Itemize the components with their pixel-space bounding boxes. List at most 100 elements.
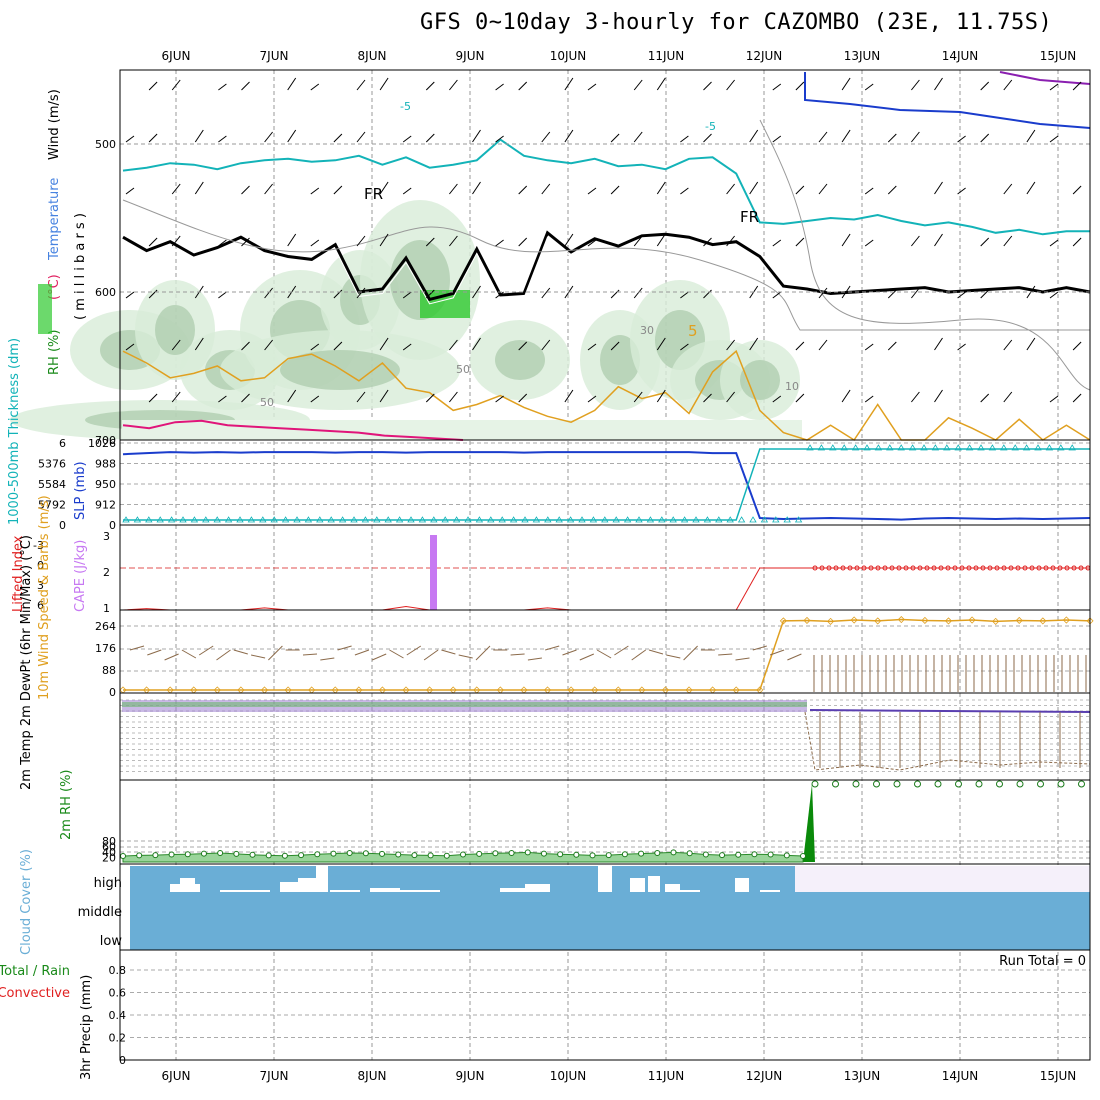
contour-label: -5 [400,100,411,113]
rh-marker [557,851,564,858]
cloud-gap [330,890,360,892]
rh-marker [873,780,880,788]
thickness-marker [1045,444,1054,451]
surface-wind-barb [596,649,612,659]
y-tick-upper: 500 [95,138,116,151]
slp-ylabel: SLP (mb) [73,461,88,520]
wind-barb [310,83,320,91]
wind-marker [826,617,835,625]
wind-barb [749,181,759,195]
li-marker [1043,565,1049,571]
thickness-marker [327,516,335,523]
wind-barb [680,291,689,299]
cloud-gap [598,866,612,892]
li-marker [833,565,839,571]
day-label-bottom: 15JUN [1040,1069,1077,1083]
rh-marker [427,852,434,859]
wind-barb [379,77,389,91]
rh-marker [996,780,1003,788]
wind-barb [241,185,250,195]
wind-barb [772,135,782,143]
precip-legend-convective: Convective [0,986,70,1001]
contour-label: FR [364,185,383,203]
thickness-tick: 0 [59,519,66,532]
wind-barb [957,187,966,195]
cloud-gap [250,890,270,892]
wind-barb [864,343,874,351]
day-label-bottom: 7JUN [260,1069,289,1083]
wind-barb [680,343,689,351]
wind-barb [425,289,435,299]
wind-barb [1003,235,1013,247]
wind-barb [1072,185,1082,195]
contour-label: 30 [640,324,654,337]
thickness-marker [259,516,267,523]
thickness-marker [794,516,803,523]
day-label-bottom: 11JUN [648,1069,685,1083]
wind-barb [425,133,435,143]
thickness-marker [156,516,164,523]
li-marker [1071,565,1077,571]
thickness-marker [293,516,301,523]
wind-barb [218,395,227,403]
wind-barb [726,391,735,403]
contour-label: 10 [785,380,799,393]
thickness-marker [1022,444,1031,451]
wind-barb [264,131,273,143]
thickness-tick: 5792 [38,499,66,512]
panel-frame-rh2m [119,779,1091,865]
precip-tick: 0.2 [109,1032,127,1045]
thickness-marker [487,516,495,523]
wind-barb [841,389,851,403]
contour-label: FR [740,208,759,226]
rh-marker [346,850,353,856]
wind-barb [518,237,528,247]
thickness-marker [623,516,632,523]
freezing-level-inner [122,236,1091,305]
rh-tick: 40 [102,846,116,859]
cloud-gap [370,888,400,892]
wind-marker [779,617,787,625]
wind-barb [749,129,759,143]
wind-barb [449,339,458,351]
contour-label: 50 [260,396,274,409]
thickness-marker [133,516,142,523]
wind-tick: 0 [109,686,116,699]
thickness-marker [715,516,723,523]
li-marker [910,565,916,571]
surface-wind-barb [458,654,473,659]
li-marker [854,565,860,571]
wind-barb [1072,341,1082,351]
wind-barb [980,237,990,247]
cloud-gap [680,890,700,892]
contour-label: -5 [705,120,716,133]
thickness-marker [247,516,256,523]
wind-barb [402,135,412,143]
wind-barb [1026,181,1036,195]
li-marker [952,565,958,571]
thickness-marker [920,444,928,451]
li-marker [861,565,867,571]
rh-marker [1037,780,1044,788]
rh-marker [168,851,175,858]
thickness-marker [532,516,541,523]
li-ylabel: Lifted Index [11,535,26,612]
rh-marker [476,850,483,857]
surface-wind-barb [268,645,283,661]
rh-marker [735,851,742,858]
rh-marker [852,780,860,788]
wind-barb [911,79,920,91]
rh-shading [495,340,545,380]
wind-barb [310,343,320,351]
thickness-tick: 6 [59,437,66,450]
li-marker [1022,565,1028,571]
thickness-marker [863,444,871,451]
rh-marker [811,780,819,788]
rh-marker [314,851,321,858]
rh-shading [740,360,780,400]
rh-marker [443,852,450,859]
li-tick: 3 [37,579,44,592]
wind-barb [841,129,851,143]
surface-wind-barb [250,654,266,659]
